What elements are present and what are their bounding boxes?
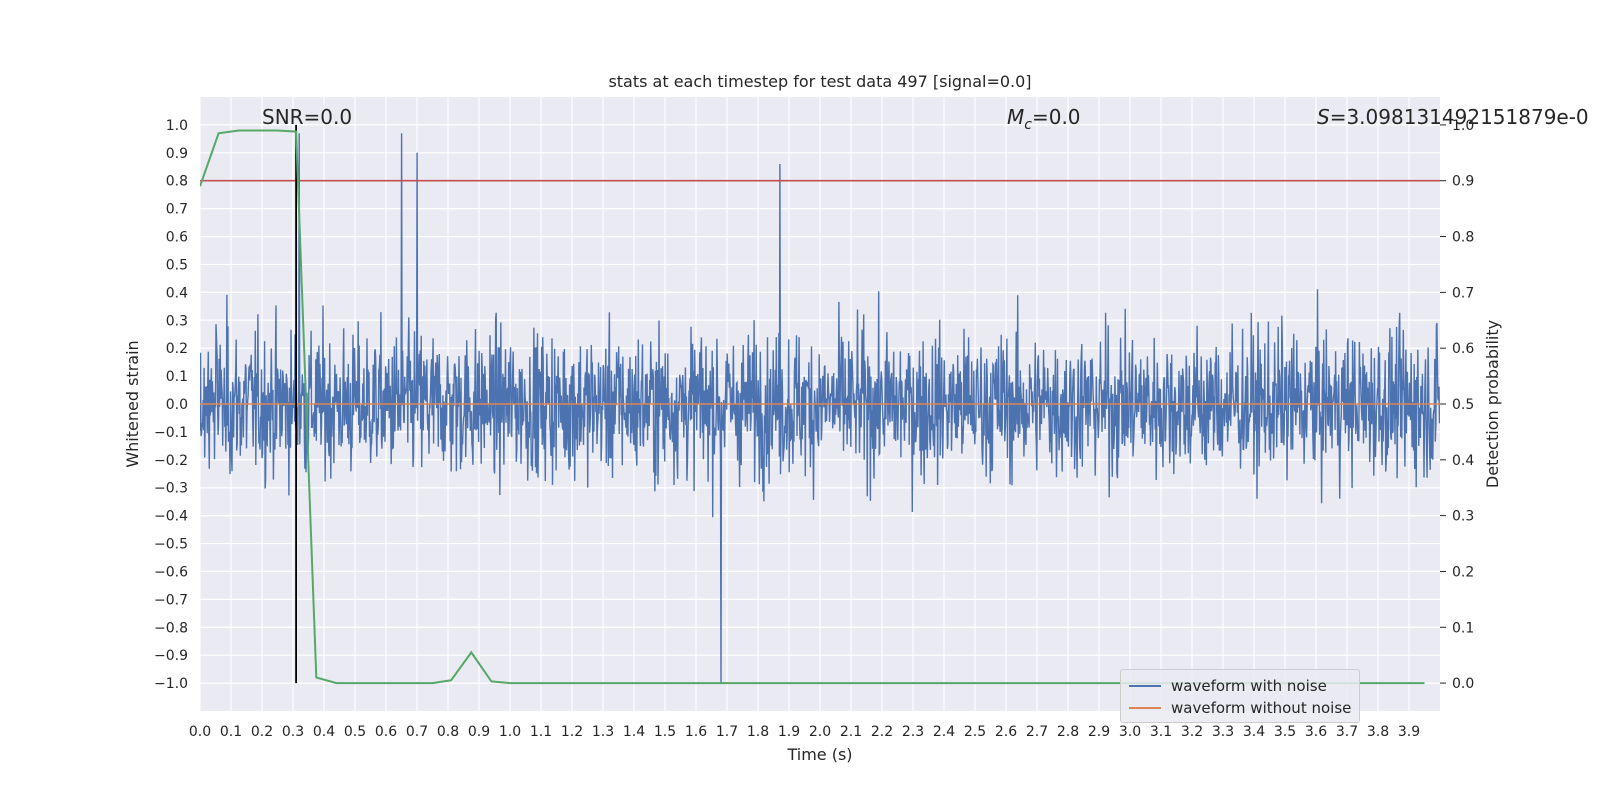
x-tick-label: 2.3: [902, 724, 924, 740]
y-tick-label-left: −0.7: [154, 592, 188, 608]
x-tick-label: 0.9: [468, 724, 490, 740]
y-tick-label-left: −0.8: [154, 620, 188, 636]
x-axis-label: Time (s): [786, 745, 852, 764]
y-tick-label-left: −1.0: [154, 676, 188, 692]
x-tick-label: 1.5: [654, 724, 676, 740]
x-tick-label: 0.0: [189, 724, 211, 740]
x-tick-label: 0.8: [437, 724, 459, 740]
y-tick-label-left: −0.1: [154, 425, 188, 441]
x-tick-label: 2.9: [1088, 724, 1110, 740]
s-symbol: S: [1317, 105, 1330, 129]
legend-swatch-noise: [1129, 685, 1161, 687]
s-value: =3.098131492151879e-0: [1330, 105, 1589, 129]
y-axis-label-right: Detection probability: [1483, 320, 1502, 488]
y-tick-label-left: −0.5: [154, 537, 188, 553]
y-tick-label-left: −0.2: [154, 453, 188, 469]
y-tick-label-left: 0.8: [166, 174, 188, 190]
x-tick-label: 2.2: [871, 724, 893, 740]
s-annotation: S=3.098131492151879e-0: [1317, 105, 1589, 129]
x-tick-label: 0.6: [375, 724, 397, 740]
x-tick-label: 0.5: [344, 724, 366, 740]
chirp-mass-symbol: M: [1007, 105, 1024, 129]
legend-label-noise: waveform with noise: [1171, 677, 1327, 695]
x-tick-label: 3.9: [1398, 724, 1420, 740]
y-tick-label-left: −0.6: [154, 564, 188, 580]
snr-annotation: SNR=0.0: [262, 105, 352, 129]
x-tick-label: 3.7: [1336, 724, 1358, 740]
chart-title: stats at each timestep for test data 497…: [608, 72, 1031, 91]
y-tick-label-left: 1.0: [166, 118, 188, 134]
x-tick-label: 1.9: [778, 724, 800, 740]
legend-swatch-clean: [1129, 707, 1161, 709]
y-tick-label-right: 0.0: [1452, 676, 1474, 692]
y-tick-label-right: 0.3: [1452, 509, 1474, 525]
y-tick-label-left: −0.3: [154, 481, 188, 497]
y-tick-label-right: 1.0: [1452, 118, 1474, 134]
series-waveform-with-noise: [200, 133, 1440, 684]
legend-label-clean: waveform without noise: [1171, 699, 1352, 717]
y-tick-label-left: 0.1: [166, 369, 188, 385]
x-tick-label: 2.6: [995, 724, 1017, 740]
x-tick-label: 0.7: [406, 724, 428, 740]
series-layer: [200, 124, 1440, 685]
y-tick-label-right: 0.2: [1452, 564, 1474, 580]
x-tick-label: 2.1: [840, 724, 862, 740]
y-tick-label-right: 0.8: [1452, 230, 1474, 246]
y-tick-label-left: 0.5: [166, 257, 188, 273]
x-tick-label: 3.5: [1274, 724, 1296, 740]
x-tick-label: 1.2: [561, 724, 583, 740]
y-tick-label-left: −0.4: [154, 509, 188, 525]
x-tick-label: 2.8: [1057, 724, 1079, 740]
y-tick-label-right: 0.4: [1452, 453, 1474, 469]
x-tick-label: 3.3: [1212, 724, 1234, 740]
legend-item-noise: waveform with noise: [1129, 676, 1327, 696]
x-tick-label: 0.4: [313, 724, 335, 740]
y-tick-label-left: 0.9: [166, 146, 188, 162]
x-tick-label: 2.7: [1026, 724, 1048, 740]
x-tick-label: 3.6: [1305, 724, 1327, 740]
y-tick-label-right: 0.1: [1452, 620, 1474, 636]
y-tick-label-right: 0.7: [1452, 285, 1474, 301]
y-tick-label-left: 0.7: [166, 202, 188, 218]
y-tick-label-left: 0.2: [166, 341, 188, 357]
x-tick-label: 2.5: [964, 724, 986, 740]
ticks: 0.0 0.1 0.2 0.3 0.4 0.5 0.6 0.7 0.8 0.9 1.0 1.1 1.2 1…: [154, 118, 1474, 740]
x-tick-label: 1.0: [499, 724, 521, 740]
x-tick-label: 3.1: [1150, 724, 1172, 740]
x-tick-label: 0.3: [282, 724, 304, 740]
legend-item-clean: waveform without noise: [1129, 698, 1351, 718]
x-tick-label: 1.8: [747, 724, 769, 740]
chirp-mass-subscript: c: [1024, 117, 1032, 133]
x-tick-label: 2.0: [809, 724, 831, 740]
y-tick-label-left: 0.4: [166, 285, 188, 301]
x-tick-label: 1.7: [716, 724, 738, 740]
y-tick-label-right: 0.9: [1452, 174, 1474, 190]
y-tick-label-right: 0.5: [1452, 397, 1474, 413]
x-tick-label: 1.3: [592, 724, 614, 740]
x-tick-label: 3.8: [1367, 724, 1389, 740]
x-tick-label: 0.2: [251, 724, 273, 740]
x-tick-label: 1.6: [685, 724, 707, 740]
x-tick-label: 2.4: [933, 724, 955, 740]
y-tick-label-left: 0.0: [166, 397, 188, 413]
legend: waveform with noise waveform without noi…: [1120, 669, 1360, 723]
x-tick-label: 1.1: [530, 724, 552, 740]
x-tick-label: 0.1: [220, 724, 242, 740]
x-tick-label: 3.0: [1119, 724, 1141, 740]
series-detection-probability: [200, 129, 1425, 685]
x-tick-label: 3.2: [1181, 724, 1203, 740]
x-tick-label: 3.4: [1243, 724, 1265, 740]
y-tick-label-left: 0.6: [166, 230, 188, 246]
y-tick-label-left: 0.3: [166, 313, 188, 329]
y-axis-label-left: Whitened strain: [123, 340, 142, 467]
x-tick-label: 1.4: [623, 724, 645, 740]
y-tick-label-left: −0.9: [154, 648, 188, 664]
chirp-mass-value: =0.0: [1032, 105, 1081, 129]
chirp-mass-annotation: Mc=0.0: [1007, 105, 1081, 133]
y-tick-label-right: 0.6: [1452, 341, 1474, 357]
